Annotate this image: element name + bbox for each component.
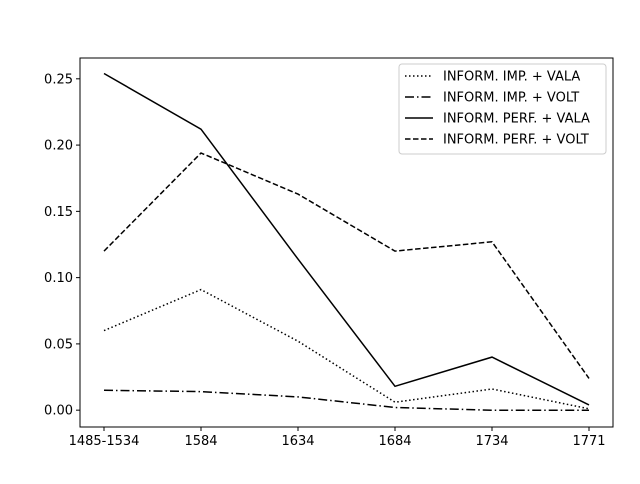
plot-frame — [79, 57, 614, 428]
y-axis: 0.00 0.05 0.10 0.15 0.20 0.25 — [44, 72, 80, 419]
series-line — [103, 288, 590, 410]
legend-label: INFORM. IMP. + VOLT — [443, 91, 579, 106]
x-tick-label: 1584 — [184, 434, 217, 449]
x-axis: 1485-1534 1584 1634 1684 1734 1771 — [69, 427, 606, 449]
legend: INFORM. IMP. + VALA INFORM. IMP. + VOLT IN… — [398, 63, 607, 155]
x-tick-label: 1485-1534 — [69, 434, 140, 449]
y-tick-label: 0.15 — [44, 205, 73, 220]
y-tick-label: 0.20 — [44, 139, 73, 154]
series-line — [103, 389, 589, 411]
y-tick-label: 0.00 — [44, 404, 73, 419]
series-line — [103, 72, 590, 406]
plot-lines — [103, 72, 590, 411]
series-line — [103, 152, 590, 379]
y-tick-label: 0.05 — [44, 337, 73, 352]
legend-label: INFORM. IMP. + VALA — [443, 70, 580, 85]
x-tick-label: 1684 — [378, 434, 411, 449]
x-tick-label: 1734 — [475, 434, 508, 449]
y-tick-label: 0.10 — [44, 271, 73, 286]
x-tick-label: 1634 — [281, 434, 314, 449]
x-tick-label: 1771 — [572, 434, 605, 449]
y-tick-label: 0.25 — [44, 72, 73, 87]
legend-box — [398, 63, 607, 155]
legend-label: INFORM. PERF. + VALA — [443, 112, 590, 127]
legend-label: INFORM. PERF. + VOLT — [443, 133, 589, 148]
